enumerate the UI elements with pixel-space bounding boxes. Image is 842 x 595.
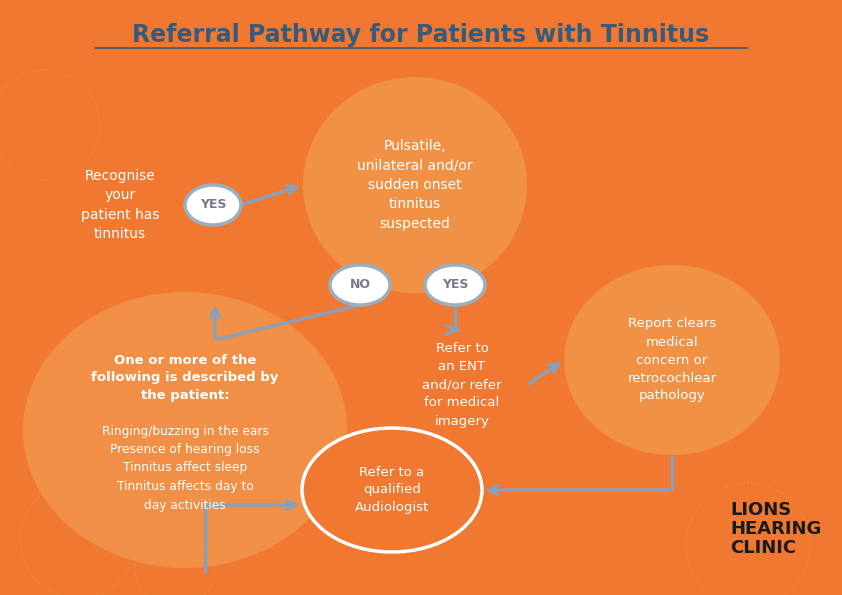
Ellipse shape <box>564 265 780 455</box>
Text: Refer to a
qualified
Audiologist: Refer to a qualified Audiologist <box>354 465 429 515</box>
Ellipse shape <box>23 292 347 568</box>
Text: YES: YES <box>200 199 226 211</box>
Text: Recognise
your
patient has
tinnitus: Recognise your patient has tinnitus <box>81 169 159 241</box>
Text: HEARING: HEARING <box>730 520 822 538</box>
Text: Pulsatile,
unilateral and/or
sudden onset
tinnitus
suspected: Pulsatile, unilateral and/or sudden onse… <box>357 139 473 231</box>
Text: Ringing/buzzing in the ears
Presence of hearing loss
Tinnitus affect sleep
Tinni: Ringing/buzzing in the ears Presence of … <box>102 424 269 512</box>
Text: Referral Pathway for Patients with Tinnitus: Referral Pathway for Patients with Tinni… <box>132 23 710 47</box>
Ellipse shape <box>185 185 241 225</box>
Text: NO: NO <box>349 278 370 292</box>
Ellipse shape <box>303 77 527 293</box>
Text: One or more of the
following is described by
the patient:: One or more of the following is describe… <box>91 354 279 402</box>
Text: CLINIC: CLINIC <box>730 539 797 557</box>
Text: LIONS: LIONS <box>730 501 791 519</box>
Ellipse shape <box>425 265 485 305</box>
Text: Report clears
medical
concern or
retrocochlear
pathology: Report clears medical concern or retroco… <box>627 318 717 402</box>
Text: YES: YES <box>442 278 468 292</box>
Ellipse shape <box>330 265 390 305</box>
Ellipse shape <box>302 428 482 552</box>
Text: Refer to
an ENT
and/or refer
for medical
imagery: Refer to an ENT and/or refer for medical… <box>422 343 502 427</box>
